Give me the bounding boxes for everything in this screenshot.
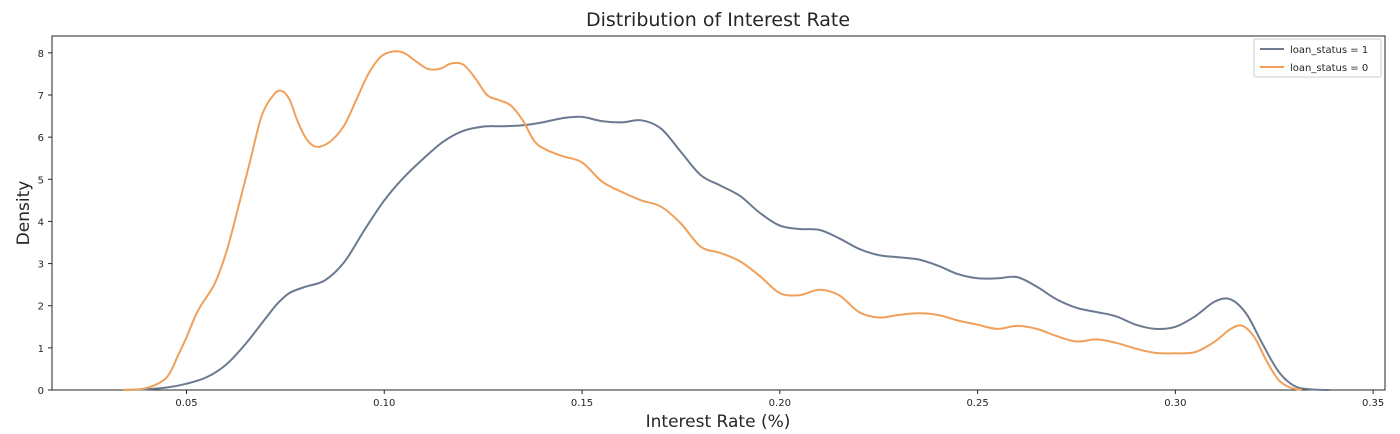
- legend-box: [1253, 38, 1382, 78]
- series-line-1: [123, 115, 1330, 391]
- x-tick-label: 0.20: [769, 398, 791, 409]
- legend-label-1: loan_status = 1: [1290, 45, 1368, 56]
- x-tick-label: 0.25: [966, 398, 988, 409]
- legend: loan_status = 1 loan_status = 0: [1253, 38, 1382, 78]
- y-tick-label: 4: [38, 217, 44, 228]
- y-tick-label: 1: [38, 344, 44, 355]
- series-line-2: [123, 50, 1303, 391]
- y-tick-label: 2: [38, 302, 44, 313]
- y-tick-label: 7: [38, 91, 44, 102]
- series-lines: [123, 50, 1330, 391]
- x-tick-label: 0.30: [1164, 398, 1186, 409]
- x-tick-label: 0.05: [175, 398, 197, 409]
- x-axis-ticks: 0.05 0.10 0.15 0.20 0.25 0.30 0.35: [175, 390, 1384, 409]
- legend-label-2: loan_status = 0: [1290, 63, 1368, 74]
- y-axis-ticks: 0 1 2 3 4 5 6 7 8: [38, 49, 52, 397]
- y-tick-label: 3: [38, 260, 44, 271]
- x-axis-label: Interest Rate (%): [646, 412, 791, 432]
- y-tick-label: 8: [38, 49, 44, 60]
- chart-title: Distribution of Interest Rate: [586, 9, 850, 31]
- x-tick-label: 0.35: [1362, 398, 1384, 409]
- y-axis-label: Density: [14, 181, 34, 246]
- y-tick-label: 6: [38, 133, 44, 144]
- y-tick-label: 5: [38, 175, 44, 186]
- x-tick-label: 0.10: [373, 398, 395, 409]
- x-tick-label: 0.15: [571, 398, 593, 409]
- y-tick-label: 0: [38, 386, 44, 397]
